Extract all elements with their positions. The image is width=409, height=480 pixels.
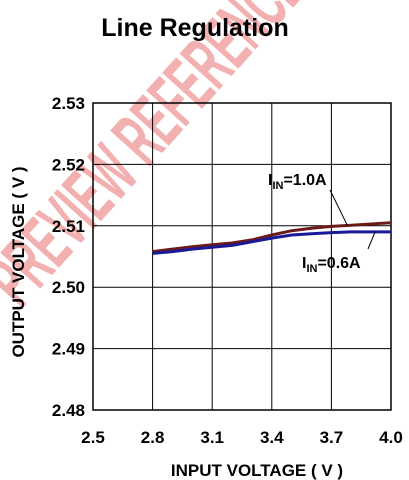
series-annotation: IIN=0.6A (302, 255, 361, 275)
series-annotations: IIN=1.0A IIN=0.6A (268, 172, 376, 275)
plot-frame (92, 102, 392, 411)
annotation-leader (329, 189, 348, 226)
y-tick-label: 2.48 (52, 401, 85, 420)
x-axis-title: INPUT VOLTAGE ( V ) (171, 461, 343, 480)
y-tick-label: 2.51 (52, 217, 85, 236)
y-axis-title: OUTPUT VOLTAGE ( V ) (9, 166, 28, 357)
chart-title: Line Regulation (101, 14, 289, 42)
x-tick-label: 2.5 (81, 428, 105, 447)
series-lines (152, 221, 392, 255)
y-tick-labels: 2.48 2.49 2.50 2.51 2.52 2.53 (52, 94, 85, 420)
x-tick-label: 3.1 (200, 428, 224, 447)
y-tick-label: 2.50 (52, 278, 85, 297)
x-tick-label: 3.7 (320, 428, 344, 447)
y-tick-label: 2.53 (52, 94, 85, 113)
x-tick-label: 2.8 (141, 428, 165, 447)
x-tick-label: 3.4 (260, 428, 284, 447)
x-tick-label: 4.0 (379, 428, 403, 447)
series-line-0 (152, 221, 392, 254)
y-tick-label: 2.52 (52, 155, 85, 174)
series-annotation: IIN=1.0A (268, 172, 327, 192)
annotation-leader (367, 231, 376, 250)
x-tick-labels: 2.5 2.8 3.1 3.4 3.7 4.0 (81, 428, 403, 447)
series-line-1 (152, 230, 391, 255)
y-tick-label: 2.49 (52, 340, 85, 359)
